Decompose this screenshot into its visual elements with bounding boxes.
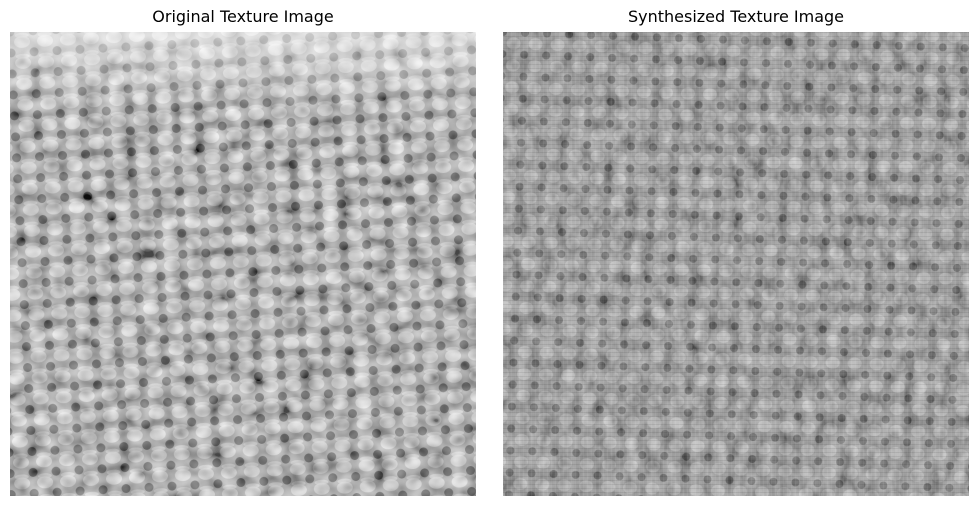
synthesized-texture-title: Synthesized Texture Image [627, 7, 845, 26]
original-texture-panel: Original Texture Image [10, 0, 476, 506]
original-texture-title: Original Texture Image [152, 7, 334, 26]
synthesized-texture-image [503, 32, 969, 496]
original-texture-image [10, 32, 476, 496]
synthesized-texture-panel: Synthesized Texture Image [503, 0, 969, 506]
